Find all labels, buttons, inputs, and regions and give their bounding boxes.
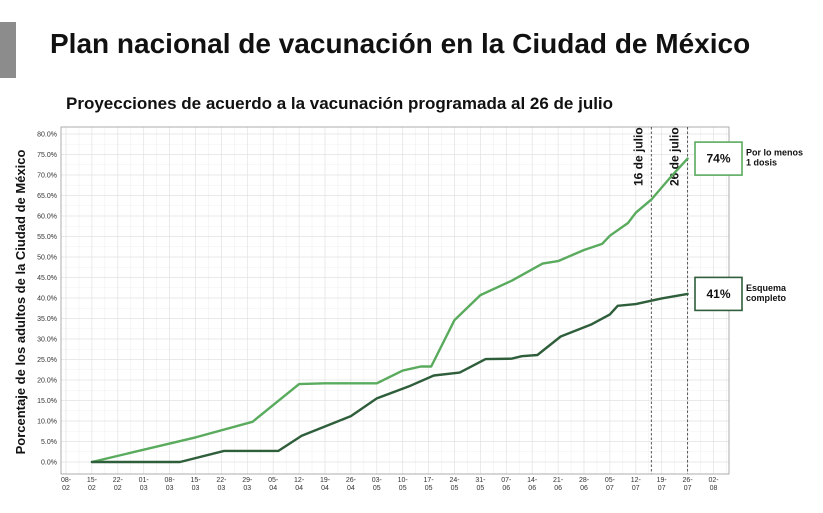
annotation-label: 26 de julio bbox=[668, 127, 682, 186]
x-tick-label: 21-06 bbox=[553, 477, 564, 492]
x-tick-label: 03-05 bbox=[372, 477, 383, 492]
grid-major bbox=[61, 127, 729, 474]
header-accent-bar bbox=[0, 22, 16, 78]
y-tick-label: 45.0% bbox=[37, 275, 57, 282]
legend-box-label: Esquema completo bbox=[746, 283, 787, 303]
x-tick-label: 08-03 bbox=[165, 477, 176, 492]
y-tick-label: 35.0% bbox=[37, 316, 57, 323]
y-tick-label: 40.0% bbox=[37, 296, 57, 303]
y-axis-label: Porcentaje de los adultos de la Ciudad d… bbox=[13, 150, 28, 455]
legend-box: 74% Por lo menos 1 dosis bbox=[694, 141, 803, 176]
y-tick-label: 55.0% bbox=[37, 234, 57, 241]
x-tick-label: 12-07 bbox=[631, 477, 642, 492]
x-tick-label: 07-06 bbox=[501, 477, 512, 492]
x-tick-label: 05-04 bbox=[268, 477, 279, 492]
x-tick-label: 05-07 bbox=[605, 477, 616, 492]
x-tick-label: 14-06 bbox=[527, 477, 538, 492]
legend-box-frame bbox=[694, 141, 743, 176]
x-tick-label: 12-04 bbox=[294, 477, 305, 492]
date-annotations: 16 de julio 26 de julio bbox=[631, 127, 689, 474]
y-tick-label: 75.0% bbox=[37, 152, 57, 159]
y-tick-label: 70.0% bbox=[37, 173, 57, 180]
legend-box-value: 74% bbox=[706, 152, 730, 166]
y-tick-label: 0.0% bbox=[41, 460, 57, 467]
x-tick-label: 22-03 bbox=[216, 477, 227, 492]
x-tick-label: 29-03 bbox=[242, 477, 253, 492]
x-tick-label: 24-05 bbox=[449, 477, 460, 492]
page-title: Plan nacional de vacunación en la Ciudad… bbox=[50, 28, 751, 59]
y-tick-label: 15.0% bbox=[37, 398, 57, 405]
x-tick-label: 19-07 bbox=[657, 477, 668, 492]
x-tick-label: 17-05 bbox=[424, 477, 435, 492]
annotation-label: 16 de julio bbox=[631, 127, 645, 186]
y-tick-label: 20.0% bbox=[37, 378, 57, 385]
y-tick-label: 50.0% bbox=[37, 255, 57, 262]
x-tick-label: 02-08 bbox=[708, 477, 719, 492]
plot-frame bbox=[60, 126, 730, 475]
series-lines bbox=[90, 157, 689, 464]
y-tick-label: 10.0% bbox=[37, 419, 57, 426]
x-tick-label: 08-02 bbox=[61, 477, 72, 492]
x-axis-ticks: 08-02 15-02 22-02 01-03 08-03 15-03 22-03 29-03… bbox=[61, 477, 719, 492]
x-tick-label: 31-05 bbox=[475, 477, 486, 492]
y-tick-label: 5.0% bbox=[41, 439, 57, 446]
x-tick-label: 22-02 bbox=[113, 477, 124, 492]
y-tick-label: 30.0% bbox=[37, 337, 57, 344]
y-tick-label: 60.0% bbox=[37, 214, 57, 221]
x-tick-label: 15-02 bbox=[87, 477, 98, 492]
legend-box-value: 41% bbox=[706, 287, 730, 301]
x-tick-label: 28-06 bbox=[579, 477, 590, 492]
y-tick-label: 80.0% bbox=[37, 132, 57, 139]
y-tick-label: 25.0% bbox=[37, 357, 57, 364]
grid-minor bbox=[61, 127, 729, 474]
series-line bbox=[90, 157, 689, 464]
legend-box-label: Por lo menos 1 dosis bbox=[746, 148, 803, 168]
x-tick-label: 26-07 bbox=[683, 477, 694, 492]
series-line bbox=[90, 292, 689, 464]
chart-title: Proyecciones de acuerdo a la vacunación … bbox=[66, 94, 614, 113]
x-tick-label: 15-03 bbox=[190, 477, 201, 492]
legend-boxes: 74% Por lo menos 1 dosis 41% Esquema completo bbox=[694, 141, 803, 312]
legend-box: 41% Esquema completo bbox=[694, 276, 787, 312]
legend-box-frame bbox=[694, 276, 743, 312]
x-tick-label: 01-03 bbox=[139, 477, 150, 492]
y-axis-ticks: 0.0% 5.0% 10.0% 15.0% 20.0% 25.0% 30.0% 35.0% 40… bbox=[37, 132, 57, 467]
y-tick-label: 65.0% bbox=[37, 193, 57, 200]
x-tick-label: 19-04 bbox=[320, 477, 331, 492]
x-tick-label: 10-05 bbox=[398, 477, 409, 492]
x-tick-label: 26-04 bbox=[346, 477, 357, 492]
